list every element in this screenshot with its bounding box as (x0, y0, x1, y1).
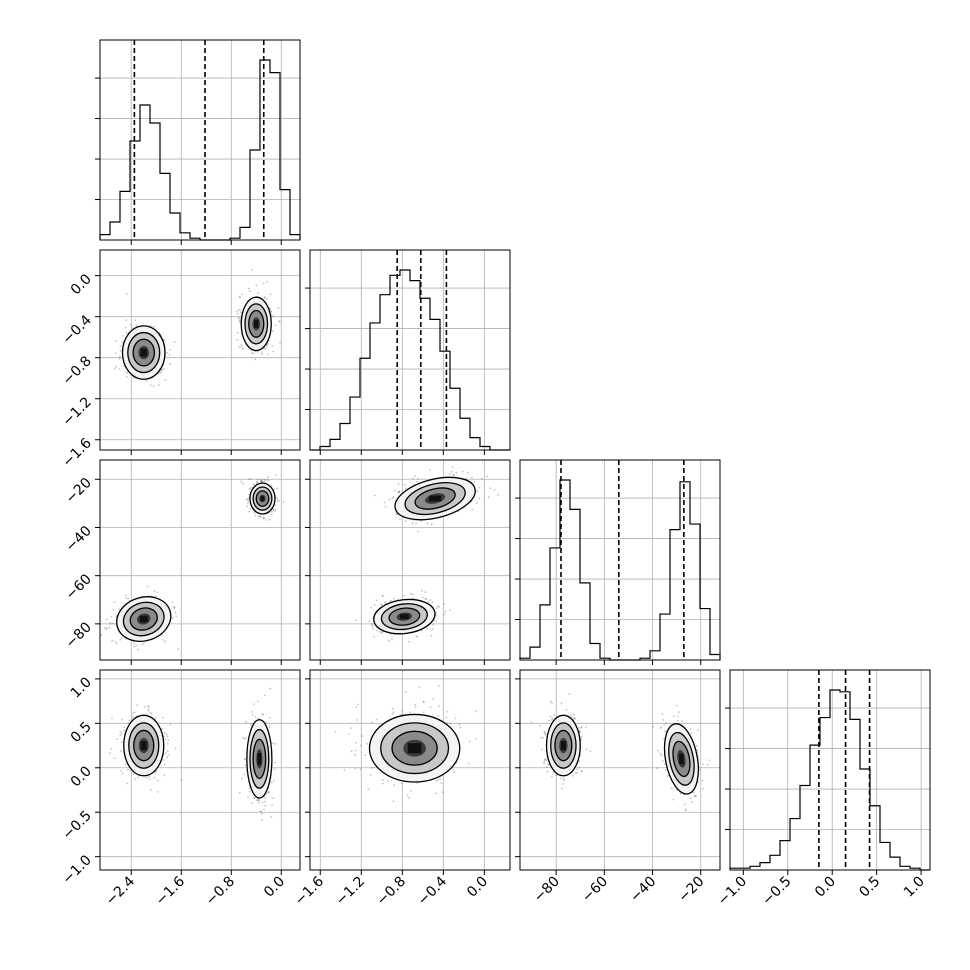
x-tick-label: −40 (627, 874, 659, 906)
x-tick-label: 0.0 (464, 874, 491, 901)
panel-frame (519, 459, 721, 661)
x-tick-label: −0.5 (759, 874, 794, 909)
density-peak (428, 495, 442, 502)
y-tick-label: −1.2 (59, 394, 94, 429)
x-tick-label: −1.0 (715, 874, 750, 909)
density-peak (260, 496, 265, 501)
panel-frame (99, 249, 301, 451)
density-peak (257, 753, 262, 765)
panel-frame (309, 669, 511, 871)
density-peak (407, 743, 422, 754)
density-peak (560, 741, 566, 751)
y-tick-label: 0.0 (68, 271, 95, 298)
x-tick-label: 0.0 (261, 874, 288, 901)
density-peak (399, 614, 409, 620)
x-tick-label: 0.0 (812, 874, 839, 901)
panel-frame (729, 669, 931, 871)
histogram-1 (310, 269, 510, 451)
density-peak (140, 741, 147, 751)
x-tick-label: 0.5 (856, 874, 883, 901)
density-peak (140, 348, 147, 357)
x-tick-label: −1.6 (153, 873, 188, 908)
panel-frame (99, 39, 301, 241)
density-peak (139, 615, 148, 623)
scatter-panel-2-3 (519, 669, 721, 871)
histogram-panel-0 (95, 39, 301, 241)
histogram-2 (519, 479, 721, 661)
x-tick-label: 1.0 (901, 874, 928, 901)
y-tick-label: 0.5 (68, 719, 95, 746)
y-tick-label: 1.0 (68, 674, 95, 701)
histogram-panel-2 (515, 459, 721, 661)
scatter-panel-1-2 (309, 459, 511, 661)
panel-frame (519, 669, 721, 871)
y-tick-label: −0.4 (59, 312, 94, 347)
y-tick-label: −40 (63, 523, 95, 555)
histogram-panel-3 (725, 669, 931, 871)
scatter-panel-1-3 (309, 669, 511, 871)
panel-frame (99, 459, 301, 661)
density-peak (254, 319, 259, 328)
x-tick-label: −20 (675, 874, 707, 906)
panel-frame (99, 669, 301, 871)
density-peak (679, 753, 684, 765)
scatter-panel-0-1 (99, 249, 301, 451)
y-tick-label: −60 (63, 571, 95, 603)
y-tick-label: −0.8 (59, 353, 94, 388)
y-tick-label: 0.0 (68, 763, 95, 790)
y-tick-label: −1.6 (59, 435, 94, 470)
panel-frame (309, 459, 511, 661)
y-tick-label: −1.0 (59, 852, 94, 887)
panel-frame (309, 249, 511, 451)
x-tick-label: −60 (579, 874, 611, 906)
histogram-3 (729, 689, 930, 871)
y-tick-label: −80 (63, 619, 95, 651)
histogram-panel-1 (305, 249, 511, 451)
scatter-panel-0-2 (99, 459, 301, 661)
x-tick-label: −0.8 (374, 874, 409, 909)
x-tick-label: −2.4 (103, 873, 138, 908)
y-tick-label: −20 (63, 475, 95, 507)
x-tick-label: −80 (531, 874, 563, 906)
x-tick-label: −0.4 (415, 873, 450, 908)
histogram-0 (99, 59, 301, 241)
x-tick-label: −1.6 (292, 873, 327, 908)
scatter-panel-0-3 (99, 669, 301, 871)
y-tick-label: −0.5 (59, 808, 94, 843)
x-tick-label: −0.8 (203, 874, 238, 909)
x-tick-label: −1.2 (333, 874, 368, 909)
